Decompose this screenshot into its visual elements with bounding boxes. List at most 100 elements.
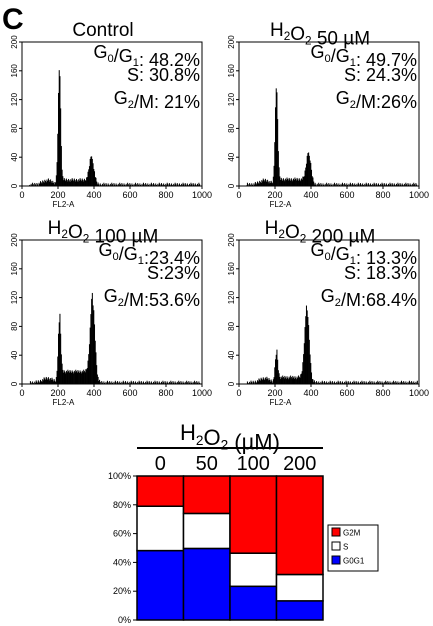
histogram-bin — [326, 381, 328, 384]
histogram-bin — [298, 180, 300, 186]
text-run: H — [180, 420, 196, 445]
histogram-bin — [300, 373, 302, 384]
histogram-bin — [83, 178, 85, 186]
histogram-bin — [80, 371, 82, 384]
histogram-bin — [331, 184, 333, 186]
histogram-bin — [59, 76, 61, 186]
histogram-bin — [406, 184, 408, 186]
histogram-bin — [393, 380, 395, 384]
histogram-bin — [313, 380, 315, 384]
histogram-bin — [254, 380, 256, 384]
histogram-bin — [395, 381, 397, 384]
histogram-bin — [129, 381, 131, 384]
histogram-bin — [91, 156, 93, 186]
histogram-bin — [40, 182, 42, 186]
histogram-bin — [179, 184, 181, 186]
histogram-bin — [290, 377, 292, 384]
histogram-bin — [366, 184, 368, 186]
histogram-bin — [117, 183, 119, 186]
histogram-bin — [142, 182, 144, 186]
histogram-bin — [374, 184, 376, 186]
histogram-bin — [409, 382, 411, 384]
y-tick-label: 200 — [227, 233, 236, 247]
histogram-bin — [47, 180, 49, 186]
histogram-bin — [259, 181, 261, 186]
histogram-bin — [50, 181, 52, 186]
histogram-bin — [264, 181, 266, 186]
histogram-bin — [304, 327, 306, 384]
histogram-bin — [121, 381, 123, 384]
histogram-bin — [279, 376, 281, 384]
text-run: H — [265, 218, 279, 239]
histogram-bin — [277, 119, 279, 186]
histogram-bin — [293, 178, 295, 186]
histogram-bin — [339, 381, 341, 384]
category-label: 200 — [283, 453, 316, 475]
x-tick-label: 400 — [303, 388, 318, 398]
histogram-bin — [41, 183, 43, 186]
histogram-bin — [156, 381, 158, 384]
histogram-bin — [94, 340, 96, 384]
subscript: 0 — [325, 53, 331, 65]
histogram-bin — [382, 382, 384, 384]
histogram-bin — [40, 380, 42, 384]
histogram-bin — [72, 179, 74, 186]
histogram-bin — [76, 180, 78, 186]
text-run: /M:68.4% — [341, 290, 417, 310]
histogram-bin — [192, 381, 194, 384]
histogram-bin — [291, 378, 293, 384]
histogram-bin — [315, 184, 317, 186]
histogram-bin — [81, 181, 83, 186]
histogram-bin — [286, 177, 288, 186]
histogram-bin — [52, 379, 54, 384]
histogram-bin — [298, 178, 300, 186]
histogram-bin — [308, 152, 310, 186]
histogram-bin — [55, 182, 57, 186]
histogram-bin — [60, 146, 62, 186]
histogram-bin — [82, 180, 84, 186]
histogram-bin — [312, 177, 314, 186]
histogram-bin — [192, 183, 194, 186]
histogram-bin — [344, 184, 346, 186]
histogram-bin — [190, 381, 192, 384]
histogram-bin — [255, 183, 257, 186]
histogram-bin — [100, 184, 102, 186]
histogram-bin — [316, 382, 318, 384]
histogram-bin — [372, 183, 374, 186]
histogram-bin — [79, 370, 81, 384]
histogram-bin — [37, 380, 39, 384]
histogram-bin — [184, 381, 186, 384]
histogram-bin — [336, 183, 338, 186]
histogram-bin — [251, 183, 253, 186]
histogram-bin — [160, 183, 162, 186]
histogram-bin — [262, 380, 264, 384]
histogram-bin — [119, 382, 121, 384]
text-run: G — [104, 286, 118, 306]
histogram-bin — [44, 378, 46, 384]
histogram-bin — [309, 354, 311, 384]
histogram-bin — [104, 382, 106, 384]
histogram-bin — [58, 92, 60, 186]
histogram-bin — [42, 180, 44, 186]
y-tick-label: 0 — [227, 183, 236, 188]
histogram-bin — [251, 382, 253, 384]
histogram-bin — [54, 182, 56, 186]
histogram-bin — [397, 182, 399, 186]
histogram-bin — [368, 184, 370, 186]
histogram-bin — [83, 181, 85, 186]
histogram-bin — [70, 180, 72, 186]
histogram-bin — [285, 378, 287, 384]
x-tick-label: 800 — [158, 388, 173, 398]
histogram-bin — [284, 181, 286, 186]
histogram-bin — [194, 183, 196, 186]
histogram-bin — [65, 181, 67, 186]
histogram-bin — [191, 184, 193, 186]
histogram-bin — [121, 183, 123, 186]
histogram-bin — [56, 162, 58, 186]
histogram-bin — [360, 184, 362, 186]
histogram-bin — [175, 184, 177, 186]
histogram-bin — [377, 183, 379, 186]
histogram-bin — [323, 184, 325, 186]
histogram-bin — [174, 381, 176, 384]
histogram-bin — [246, 182, 248, 186]
